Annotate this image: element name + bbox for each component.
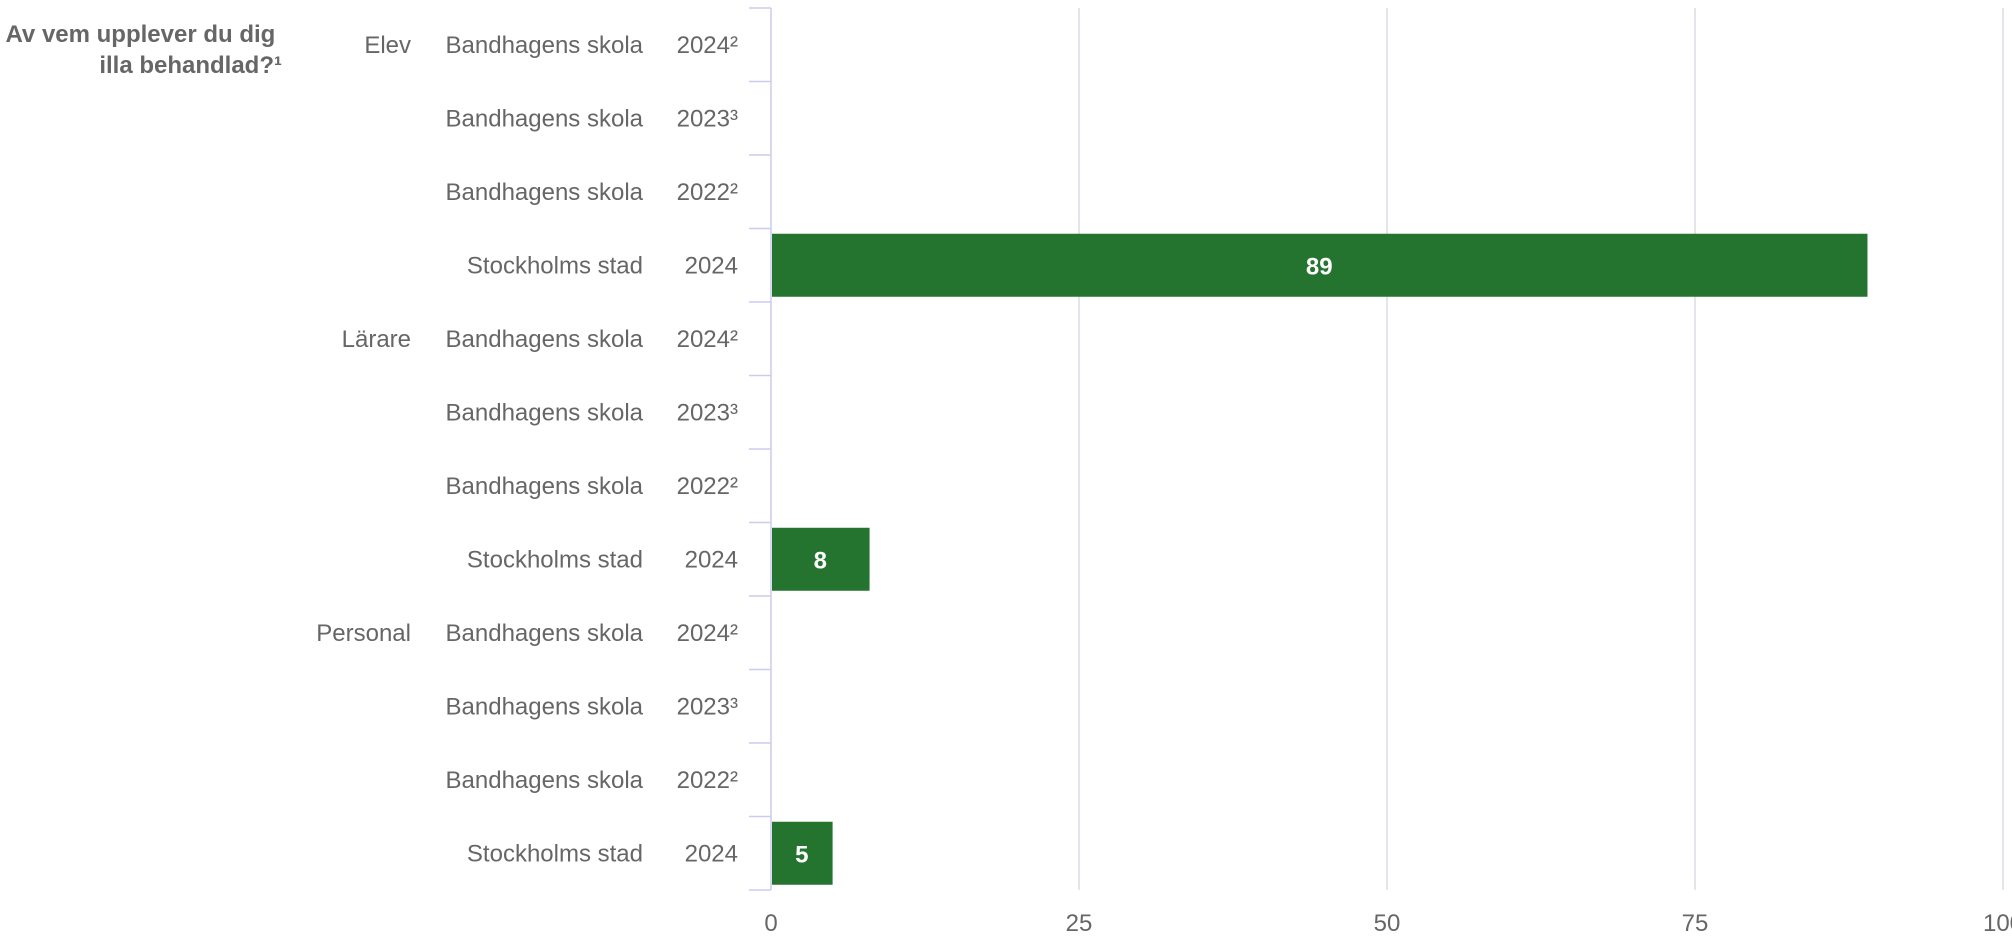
year-label: 2024 <box>685 840 738 867</box>
grid-lines <box>1078 8 2004 890</box>
year-label: 2022² <box>677 473 738 500</box>
year-label: 2024² <box>677 620 738 647</box>
unit-label: Bandhagens skola <box>446 32 644 59</box>
bars: 89 8 5 <box>772 233 1868 885</box>
category-labels: Elev Bandhagens skola 2024² Bandhagens skol… <box>316 32 738 868</box>
group-label-personal: Personal <box>316 620 411 647</box>
category-axis <box>749 7 772 891</box>
question-title-line-2: illa behandlad?¹ <box>99 52 282 79</box>
unit-label: Bandhagens skola <box>446 326 644 353</box>
group-label-elev: Elev <box>364 32 411 59</box>
year-label: 2024 <box>685 546 738 573</box>
unit-label: Bandhagens skola <box>446 473 644 500</box>
data-label-elev: 89 <box>1306 253 1333 280</box>
unit-label: Bandhagens skola <box>446 179 644 206</box>
x-tick-50: 50 <box>1374 910 1401 937</box>
unit-label: Bandhagens skola <box>446 620 644 647</box>
unit-label: Bandhagens skola <box>446 693 644 720</box>
value-axis-ticks: 0 25 50 75 100 <box>764 910 2012 937</box>
x-tick-0: 0 <box>764 910 777 937</box>
x-tick-100: 100 <box>1983 910 2012 937</box>
unit-label: Bandhagens skola <box>446 399 644 426</box>
question-title-line-1: Av vem upplever du dig <box>5 21 275 48</box>
year-label: 2022² <box>677 767 738 794</box>
group-label-lärare: Lärare <box>342 326 411 353</box>
year-label: 2024² <box>677 32 738 59</box>
unit-label: Stockholms stad <box>467 840 643 867</box>
year-label: 2023³ <box>677 105 738 132</box>
unit-label: Bandhagens skola <box>446 105 644 132</box>
data-label-lärare: 8 <box>814 547 827 574</box>
bar-lärare-8 <box>772 527 870 591</box>
question-title: Av vem upplever du dig illa behandlad?¹ <box>5 21 282 79</box>
year-label: 2023³ <box>677 399 738 426</box>
year-label: 2024 <box>685 252 738 279</box>
unit-label: Stockholms stad <box>467 252 643 279</box>
year-label: 2024² <box>677 326 738 353</box>
x-tick-25: 25 <box>1066 910 1093 937</box>
year-label: 2023³ <box>677 693 738 720</box>
bar-personal-5 <box>772 821 833 885</box>
year-label: 2022² <box>677 179 738 206</box>
data-label-personal: 5 <box>795 841 808 868</box>
x-tick-75: 75 <box>1682 910 1709 937</box>
bar-elev-89 <box>772 233 1868 297</box>
unit-label: Stockholms stad <box>467 546 643 573</box>
unit-label: Bandhagens skola <box>446 767 644 794</box>
